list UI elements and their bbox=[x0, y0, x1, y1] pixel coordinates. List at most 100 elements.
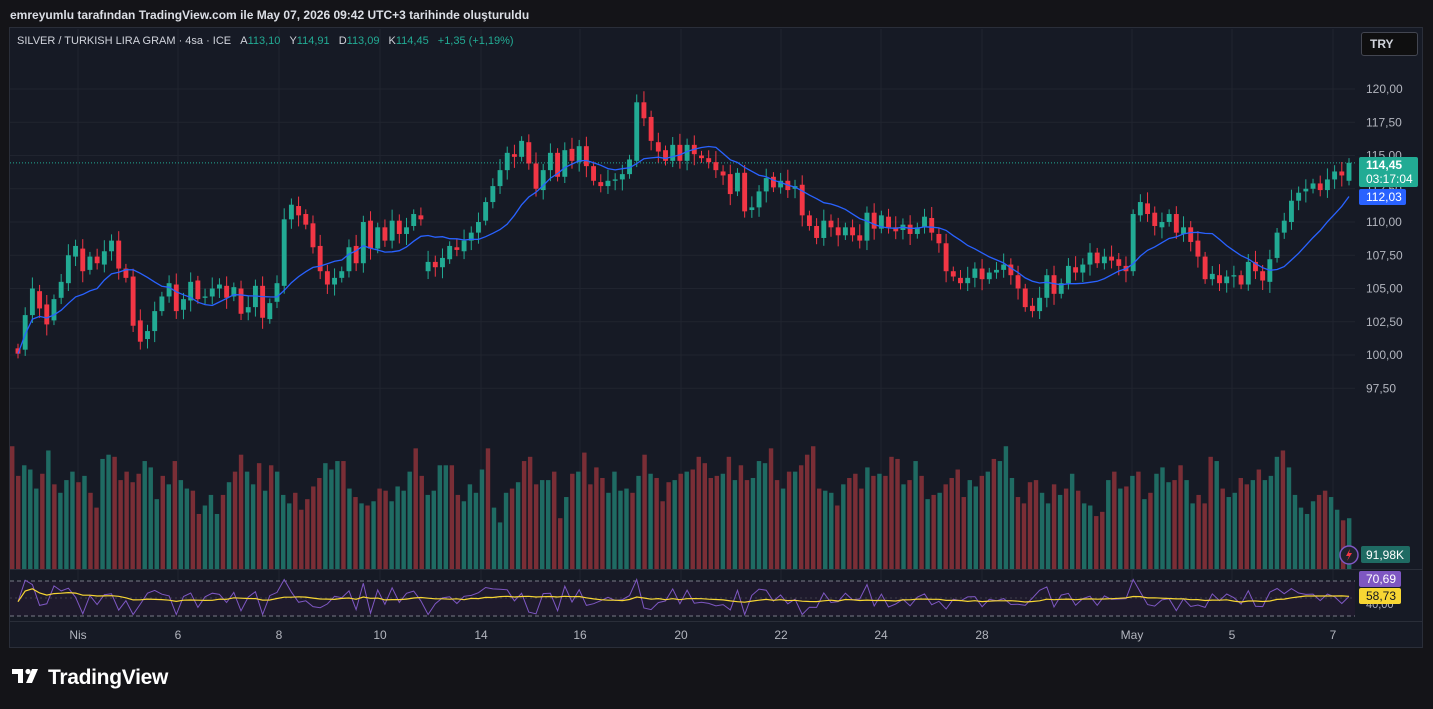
candle-body bbox=[209, 288, 215, 297]
volume-bar bbox=[238, 454, 244, 569]
volume-bar bbox=[1250, 480, 1256, 569]
volume-bar bbox=[1190, 503, 1195, 569]
legend-low: 113,09 bbox=[346, 35, 380, 47]
candle-body bbox=[368, 220, 373, 249]
volume-bar bbox=[1118, 488, 1123, 569]
volume-bar bbox=[268, 465, 274, 569]
volume-bar bbox=[642, 454, 647, 569]
volume-bar bbox=[859, 488, 864, 569]
volume-bar bbox=[558, 518, 563, 569]
volume-bar bbox=[274, 471, 280, 569]
volume-bar bbox=[1142, 499, 1147, 569]
volume-bar bbox=[46, 450, 51, 569]
candle-body bbox=[540, 170, 546, 191]
volume-bar bbox=[148, 467, 153, 569]
volume-bar bbox=[359, 503, 364, 569]
candle-body bbox=[1173, 214, 1179, 233]
candle-body bbox=[73, 245, 79, 257]
volume-bar bbox=[437, 465, 443, 569]
volume-bar bbox=[865, 467, 870, 569]
candle-body bbox=[317, 245, 323, 272]
volume-bar bbox=[1112, 471, 1117, 569]
volume-bar bbox=[913, 461, 918, 569]
volume-bar bbox=[106, 454, 111, 569]
volume-bar bbox=[798, 465, 804, 569]
volume-bar bbox=[82, 475, 87, 569]
candle-body bbox=[1037, 297, 1043, 312]
volume-bar bbox=[190, 490, 196, 569]
volume-bar bbox=[40, 473, 45, 569]
candle-body bbox=[123, 268, 129, 278]
volume-bar bbox=[1268, 475, 1274, 569]
volume-bar bbox=[22, 465, 27, 569]
rsi-ma-value: 58,73 bbox=[1366, 589, 1396, 603]
volume-bar bbox=[1226, 497, 1231, 569]
legend-close-label: K bbox=[388, 35, 396, 47]
volume-bar bbox=[220, 494, 226, 569]
candle-body bbox=[972, 268, 978, 278]
candle-body bbox=[152, 311, 158, 332]
candle-body bbox=[137, 320, 143, 342]
last-price-tag bbox=[1359, 157, 1418, 187]
candle-body bbox=[382, 227, 388, 241]
volume-bar bbox=[335, 461, 340, 569]
volume-bar bbox=[214, 513, 220, 569]
time-tick-label: 28 bbox=[975, 628, 989, 642]
volume-bar bbox=[244, 471, 250, 569]
candle-body bbox=[411, 214, 417, 226]
candle-body bbox=[619, 174, 625, 180]
candle-body bbox=[1022, 288, 1028, 308]
volume-bar bbox=[1045, 503, 1051, 569]
volume-bar bbox=[58, 492, 63, 569]
candle-body bbox=[1339, 171, 1345, 176]
candle-body bbox=[440, 257, 445, 268]
legend-symbol[interactable]: SILVER / TURKISH LIRA GRAM · 4sa · ICE bbox=[17, 35, 232, 47]
volume-bar bbox=[1262, 480, 1268, 569]
volume-bar bbox=[533, 484, 539, 569]
candle-body bbox=[1202, 256, 1208, 280]
volume-bar bbox=[1160, 467, 1165, 569]
tradingview-logo-icon bbox=[12, 667, 42, 690]
rsi-ma-line bbox=[17, 588, 1350, 603]
candle-body bbox=[432, 261, 438, 268]
price-tick-label: 102,50 bbox=[1366, 315, 1403, 329]
candle-body bbox=[742, 172, 748, 212]
volume-bar bbox=[1027, 482, 1033, 569]
candle-body bbox=[1288, 200, 1294, 222]
price-tick-label: 107,50 bbox=[1366, 248, 1403, 262]
candle-body bbox=[835, 227, 841, 236]
volume-bar bbox=[1220, 488, 1225, 569]
candle-body bbox=[1029, 305, 1035, 312]
candle-body bbox=[627, 159, 632, 175]
candle-body bbox=[864, 212, 870, 241]
volume-bar bbox=[34, 488, 39, 569]
volume-bar bbox=[1196, 494, 1201, 569]
candle-body bbox=[799, 184, 805, 216]
currency-button[interactable]: TRY bbox=[1361, 32, 1418, 56]
volume-bar bbox=[606, 492, 611, 569]
volume-bar bbox=[88, 492, 93, 569]
candle-body bbox=[1058, 283, 1064, 294]
candle-body bbox=[1116, 259, 1122, 266]
volume-bar bbox=[666, 482, 671, 569]
candle-body bbox=[878, 215, 884, 229]
price-tick-label: 120,00 bbox=[1366, 82, 1403, 96]
volume-bar bbox=[1166, 482, 1171, 569]
tradingview-logo[interactable]: TradingView bbox=[12, 666, 168, 690]
volume-bar bbox=[1136, 471, 1141, 569]
volume-bar bbox=[1124, 486, 1129, 569]
volume-bar bbox=[76, 482, 81, 569]
candle-body bbox=[943, 243, 949, 272]
volume-bar bbox=[371, 501, 376, 569]
candle-body bbox=[814, 225, 820, 238]
volume-bar bbox=[329, 469, 334, 569]
volume-bar bbox=[94, 507, 99, 569]
candle-body bbox=[1044, 275, 1050, 298]
candle-body bbox=[29, 288, 35, 316]
volume-bar bbox=[738, 465, 744, 569]
candle-body bbox=[677, 144, 683, 161]
candle-body bbox=[857, 235, 863, 241]
volume-bar bbox=[178, 480, 184, 569]
volume-bar bbox=[612, 471, 617, 569]
